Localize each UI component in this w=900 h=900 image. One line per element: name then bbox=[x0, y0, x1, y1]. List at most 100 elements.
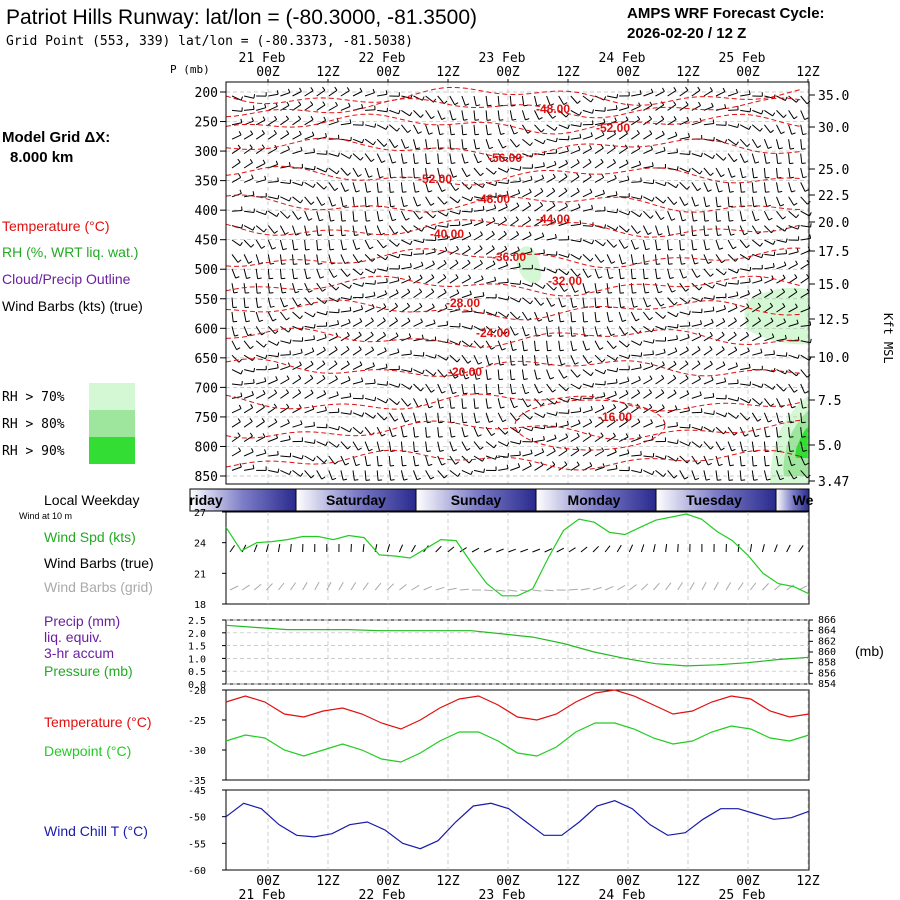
wind-barb-flag bbox=[649, 375, 653, 380]
wind-barb bbox=[643, 406, 653, 414]
surface-wind-barb bbox=[277, 544, 281, 553]
wind-barb bbox=[316, 363, 326, 371]
wind-barb-flag bbox=[380, 232, 385, 236]
wind-barb bbox=[618, 162, 629, 169]
wind-barb-flag bbox=[662, 361, 665, 366]
wind-barb bbox=[739, 225, 745, 235]
isotherm-label: -40.00 bbox=[430, 227, 464, 241]
legend-wind-speed: Wind Spd (kts) bbox=[44, 529, 136, 545]
bottom-hour-label: 00Z bbox=[496, 874, 520, 889]
wind-barb bbox=[437, 354, 447, 361]
grid-wind-barb bbox=[423, 585, 433, 591]
panel-y-tick-label: -20 bbox=[188, 686, 206, 697]
isotherm bbox=[225, 358, 803, 377]
wind-barb-flag bbox=[724, 377, 727, 382]
wind-barb-flag bbox=[295, 291, 300, 294]
wind-barb bbox=[522, 153, 532, 158]
grid-wind-barb bbox=[302, 582, 308, 591]
wind-barb bbox=[292, 364, 302, 371]
wind-barb bbox=[751, 441, 755, 452]
grid-wind-barb bbox=[229, 585, 239, 591]
wind-barb bbox=[521, 124, 529, 134]
wind-barb bbox=[776, 210, 783, 220]
wind-barb bbox=[388, 455, 391, 467]
isotherm bbox=[225, 419, 803, 441]
wind-barb bbox=[546, 437, 557, 443]
wind-barb bbox=[691, 297, 702, 302]
wind-barb bbox=[763, 427, 767, 438]
wind-barb bbox=[425, 427, 427, 438]
wind-barb bbox=[630, 311, 637, 322]
wind-barb-flag bbox=[343, 478, 348, 481]
surface-wind-barb bbox=[592, 545, 599, 553]
wind-barb-flag bbox=[566, 147, 569, 152]
wind-barb-flag bbox=[681, 263, 686, 265]
bottom-hour-label: 12Z bbox=[556, 874, 580, 889]
wind-barb bbox=[570, 124, 581, 127]
wind-barb-flag bbox=[394, 144, 399, 149]
wind-barb-flag bbox=[639, 213, 643, 217]
wind-barb bbox=[703, 225, 706, 236]
wind-barb bbox=[449, 277, 459, 284]
wind-barb-flag bbox=[468, 231, 472, 236]
wind-barb bbox=[727, 124, 738, 128]
wind-barb bbox=[268, 437, 278, 443]
wind-barb bbox=[558, 340, 561, 351]
wind-barb bbox=[776, 383, 784, 392]
wind-barb-flag bbox=[350, 295, 352, 300]
wind-barb-flag bbox=[325, 310, 328, 316]
wind-barb bbox=[437, 124, 441, 135]
wind-barb bbox=[679, 349, 689, 356]
wind-barb bbox=[376, 397, 387, 404]
wind-barb bbox=[800, 250, 811, 255]
wind-barb bbox=[425, 239, 436, 241]
wind-barb-flag bbox=[238, 173, 242, 178]
wind-barb bbox=[449, 354, 458, 363]
wind-barb bbox=[340, 122, 351, 126]
day-segment bbox=[190, 489, 296, 511]
wind-barb-flag bbox=[542, 139, 546, 145]
kft-tick-label: 15.0 bbox=[818, 278, 849, 293]
wind-barb-flag bbox=[699, 170, 703, 175]
wind-barb-flag bbox=[322, 374, 326, 379]
wind-barb bbox=[364, 254, 373, 262]
wind-barb-flag bbox=[646, 304, 651, 308]
wind-barb bbox=[449, 110, 453, 121]
wind-barb bbox=[328, 470, 333, 480]
wind-barb bbox=[340, 196, 344, 207]
wind-barb bbox=[400, 441, 403, 452]
day-label: We bbox=[793, 492, 814, 508]
wind-barb bbox=[546, 383, 553, 393]
wind-barb bbox=[764, 109, 773, 117]
wind-barb bbox=[703, 363, 713, 371]
wind-barb-flag bbox=[673, 374, 677, 379]
wind-barb bbox=[268, 340, 278, 346]
wind-barb-flag bbox=[777, 162, 782, 164]
wind-barb bbox=[667, 268, 671, 279]
bottom-hour-label: 00Z bbox=[376, 874, 400, 889]
wind-barb bbox=[521, 95, 525, 106]
wind-barb-flag bbox=[415, 190, 420, 193]
wind-barb-flag bbox=[528, 462, 532, 467]
wind-barb-flag bbox=[554, 160, 557, 165]
wind-barb bbox=[655, 268, 658, 279]
wind-barb-flag bbox=[392, 161, 397, 164]
legend-cloud-outline: Cloud/Precip Outline bbox=[2, 271, 131, 287]
grid-wind-barb bbox=[265, 583, 273, 591]
wind-barb-flag bbox=[464, 161, 469, 164]
local-weekday-title: Local Weekday bbox=[44, 492, 139, 508]
wind-barb bbox=[413, 167, 415, 179]
wind-barb-flag bbox=[553, 217, 557, 222]
wind-barb-flag bbox=[759, 127, 763, 132]
wind-barb bbox=[268, 354, 279, 358]
wind-barb-flag bbox=[564, 202, 568, 207]
wind-barb-flag bbox=[527, 202, 532, 206]
surface-wind-barb bbox=[398, 544, 404, 553]
wind-barb bbox=[691, 225, 694, 236]
wind-barb-flag bbox=[415, 147, 421, 150]
wind-barb-flag bbox=[542, 413, 546, 418]
wind-barb bbox=[437, 455, 443, 466]
wind-barb-flag bbox=[482, 327, 486, 332]
wind-barb bbox=[546, 311, 550, 322]
wind-barb-flag bbox=[451, 435, 456, 438]
